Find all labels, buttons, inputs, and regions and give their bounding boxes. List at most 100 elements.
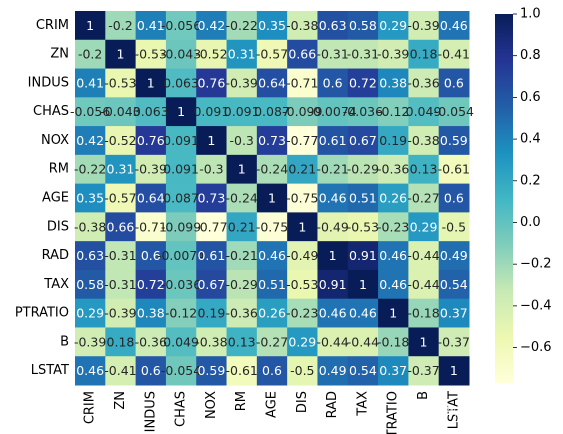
y-tick-label: INDUS: [28, 75, 69, 90]
heatmap-cell: [378, 327, 409, 357]
cell-value-label: 0.51: [258, 277, 286, 292]
heatmap-cell: [196, 154, 228, 185]
heatmap-cell: [105, 356, 137, 386]
heatmap-cell: [347, 241, 379, 271]
heatmap-cell: [135, 269, 167, 300]
heatmap-cell: [256, 327, 288, 357]
heatmap-cell: [135, 154, 167, 185]
cell-value-label: 0.66: [107, 219, 135, 234]
cell-value-label: -0.71: [135, 219, 167, 234]
heatmap-cell: [256, 154, 288, 185]
heatmap-cell: [75, 298, 106, 328]
cell-value-label: 0.46: [349, 306, 377, 321]
heatmap-cell: [165, 68, 197, 98]
heatmap-cell: [256, 212, 288, 242]
cell-value-label: 0.63: [76, 248, 104, 263]
cell-value-label: 0.54: [349, 363, 377, 378]
heatmap-cell: [226, 212, 258, 242]
heatmap-cell: [105, 183, 137, 213]
cell-value-label: -0.29: [347, 162, 379, 177]
x-tick-label: CHAS: [174, 391, 189, 427]
heatmap-cell: [378, 241, 409, 271]
heatmap-cell: [75, 269, 106, 300]
heatmap-cell: [378, 68, 409, 98]
colorbar-tick-label: −0.2: [520, 257, 552, 272]
heatmap-cell: [438, 97, 470, 127]
cell-value-label: 1: [238, 162, 246, 177]
cell-value-label: 0.73: [258, 133, 286, 148]
cell-value-label: -0.22: [226, 18, 258, 33]
heatmap-cell: [438, 241, 470, 271]
cell-value-label: 0.19: [197, 306, 225, 321]
heatmap-cell: [135, 241, 167, 271]
y-tick-label: RM: [49, 162, 69, 177]
y-tick-label: CHAS: [33, 104, 69, 119]
heatmap-cell: [287, 212, 318, 242]
cell-value-label: -0.77: [195, 219, 227, 234]
cell-value-label: 0.6: [323, 75, 343, 90]
cell-value-label: 0.64: [258, 75, 286, 90]
cell-value-label: 0.063: [163, 75, 199, 90]
colorbar-tick-label: −0.6: [520, 340, 552, 355]
cell-value-label: 0.31: [107, 162, 135, 177]
cell-value-label: 0.091: [224, 104, 260, 119]
cell-value-label: 0.46: [76, 363, 104, 378]
heatmap-cell: [287, 126, 318, 156]
cell-value-label: -0.054: [161, 363, 201, 378]
heatmap-cell: [408, 39, 440, 70]
y-tick-label: B: [60, 334, 69, 349]
heatmap-cell: [105, 154, 137, 185]
heatmap-cell: [75, 97, 106, 127]
heatmap-cell: [135, 298, 167, 328]
cell-value-label: 0.38: [379, 75, 407, 90]
heatmap-cell: [438, 212, 470, 242]
heatmap-cell: [347, 68, 379, 98]
heatmap-cell: [105, 298, 137, 328]
heatmap-cell: [287, 241, 318, 271]
cell-value-label: -0.27: [256, 334, 288, 349]
heatmap-cell: [196, 68, 228, 98]
colorbar-ticks: 1.0 0.8 0.6 0.4 0.2 0.0 −0.2 −0.4 −0.6: [513, 7, 552, 355]
heatmap-cell: [347, 126, 379, 156]
x-tick-label: AGE: [265, 391, 280, 418]
y-tick-label: TAX: [43, 277, 69, 292]
colorbar-tick-label: −0.4: [520, 298, 552, 313]
y-tick-label: AGE: [42, 191, 69, 206]
heatmap-cell: [317, 11, 349, 41]
cell-value-label: 0.6: [141, 248, 161, 263]
heatmap-cell: [378, 126, 409, 156]
heatmap-cell: [378, 356, 409, 386]
cell-value-label: -0.054: [434, 104, 474, 119]
y-tick-label: PTRATIO: [15, 306, 69, 321]
cell-value-label: -0.36: [135, 334, 167, 349]
heatmap-cell: [438, 68, 470, 98]
heatmap-cell: [165, 183, 197, 213]
cell-value-label: -0.036: [161, 277, 201, 292]
cell-value-label: -0.5: [442, 219, 466, 234]
cell-value-label: 0.61: [197, 248, 225, 263]
cell-value-label: -0.37: [407, 363, 439, 378]
heatmap-cell: [287, 39, 318, 70]
heatmap-cell: [165, 126, 197, 156]
cell-value-label: 0.087: [254, 104, 290, 119]
heatmap-cell: [317, 97, 349, 127]
cell-value-label: -0.31: [104, 248, 136, 263]
cell-value-label: 0.41: [76, 75, 104, 90]
cell-value-label: 0.73: [197, 191, 225, 206]
cell-value-label: 0.37: [379, 363, 407, 378]
cell-value-label: -0.52: [104, 133, 136, 148]
heatmap-cell: [287, 11, 318, 41]
cell-value-label: -0.61: [438, 162, 470, 177]
cell-value-label: -0.36: [226, 306, 258, 321]
heatmap-cell: [408, 212, 440, 242]
cell-value-label: -0.57: [104, 191, 136, 206]
x-tick-label: LSTAT: [446, 391, 461, 429]
heatmap-cell: [75, 183, 106, 213]
cell-value-label: 0.42: [76, 133, 104, 148]
heatmap-cell: [347, 154, 379, 185]
cell-value-label: 0.51: [349, 191, 377, 206]
cell-value-label: 0.13: [410, 162, 438, 177]
x-axis-tick-labels: CRIM ZN INDUS CHAS NOX RM AGE DIS RAD TAX PTRATIO B…: [83, 391, 462, 434]
heatmap-cell: [256, 269, 288, 300]
heatmap-cell: [378, 183, 409, 213]
